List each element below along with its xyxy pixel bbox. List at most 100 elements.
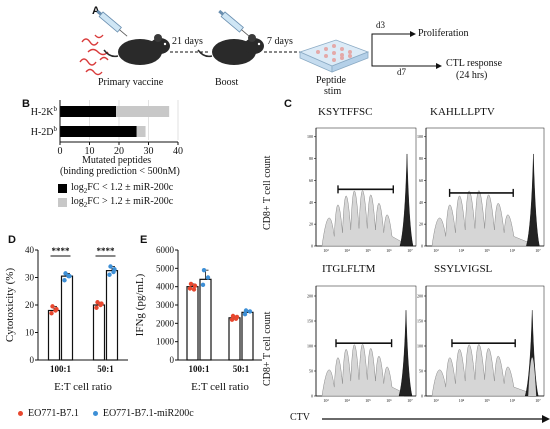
bar [47, 309, 61, 361]
panel-b-legend: log2FC < 1.2 ± miR-200c log2FC > 1.2 ± m… [58, 181, 173, 209]
y-tick-label: 40 [419, 200, 423, 205]
x-tick-label: 10⁶ [386, 398, 392, 403]
mouse-icon [197, 34, 264, 65]
histogram-overlay [528, 357, 537, 396]
panel-a-schematic [79, 9, 442, 76]
data-point [188, 281, 194, 287]
data-point [107, 272, 112, 277]
x-tick-label: 10⁴ [344, 248, 350, 253]
mouse-icon [103, 34, 170, 65]
tumour-cells-icon [79, 34, 109, 76]
data-point [200, 282, 206, 288]
y-tick-label: 20 [25, 300, 35, 310]
bar [92, 304, 106, 361]
y-tick-label: 40 [25, 245, 35, 255]
histogram-unstimulated [526, 153, 540, 247]
y-tick-label: 40 [309, 200, 313, 205]
significance-label: **** [97, 246, 116, 256]
data-point [229, 317, 235, 322]
bar [241, 311, 254, 361]
bar [186, 286, 199, 361]
x-tick-label: 10⁴ [344, 398, 350, 403]
y-tick-label: 0 [30, 355, 35, 365]
bar-segment [60, 106, 117, 117]
x-tick-label: 30 [144, 146, 154, 156]
x-tick-label: 100:1 [189, 364, 210, 374]
y-tick-label: 80 [309, 156, 313, 161]
data-point [111, 269, 116, 275]
interval-label: 21 days [172, 36, 203, 47]
x-tick-label: 10⁵ [484, 398, 490, 403]
data-point [50, 304, 55, 309]
x-tick-label: 10 [85, 146, 95, 156]
x-tick-label: 20 [114, 146, 124, 156]
ifng-chart: 0 1000 2000 3000 4000 5000 6000 100:1 50:1 E:T ce… [134, 245, 262, 393]
histogram-stimulated [321, 344, 405, 397]
y-tick-label: 80 [419, 156, 423, 161]
legend-dot [18, 411, 23, 416]
x-tick-label: 0 [58, 146, 63, 156]
stim-label: Peptide [316, 75, 346, 86]
flow-histograms: 0 20 40 60 80 100 10³ 10⁴ 10⁵ 10⁶ 10⁷ 0 20 40 60 80 100 1… [307, 127, 550, 423]
legend-label: log2FC > 1.2 ± miR-200c [71, 195, 174, 209]
y-tick-label: 3000 [156, 300, 175, 310]
x-axis-label: E:T cell ratio [54, 381, 112, 393]
stim-label: stim [324, 86, 342, 97]
x-tick-label: 10⁵ [365, 248, 371, 253]
y-tick-label: 200 [417, 294, 423, 299]
data-point [243, 308, 249, 313]
histogram-unstimulated [399, 153, 414, 247]
data-point [94, 305, 99, 310]
legend-dot [92, 411, 98, 416]
y-tick-label: 50 [419, 369, 423, 374]
panel-e-letter: E [140, 234, 148, 246]
x-axis-label: E:T cell ratio [191, 381, 249, 393]
y-tick-label: 100 [417, 344, 423, 349]
data-point [62, 278, 67, 283]
y-tick-label: 150 [307, 319, 313, 324]
x-tick-label: 10⁵ [484, 248, 490, 253]
y-tick-label: 150 [417, 319, 423, 324]
y-tick-label: 6000 [156, 245, 175, 255]
y-tick-label: 30 [25, 273, 35, 283]
y-tick-label: 60 [309, 178, 313, 183]
x-tick-label: 10⁶ [510, 248, 516, 253]
bar [199, 278, 212, 361]
peptide-title: ITGLFLTM [322, 263, 376, 275]
peptide-title: SSYLVIGSL [434, 263, 493, 275]
x-tick-label: 10³ [323, 398, 329, 403]
proliferation-label: Proliferation [418, 28, 469, 39]
significance-label: **** [52, 246, 71, 256]
panel-b-letter: B [22, 98, 30, 110]
bar [228, 317, 241, 361]
y-tick-label: 0 [170, 355, 175, 365]
y-axis-label: Cytotoxicity (%) [4, 268, 16, 343]
syringe-icon [218, 9, 250, 37]
cytotoxicity-chart: 0 10 20 30 40 100:1 **** 50:1 **** E:T cell ratio… [4, 245, 128, 393]
bar [105, 270, 119, 361]
x-axis-label: (binding prediction < 500nM) [60, 166, 180, 177]
data-point [205, 275, 211, 280]
x-tick-label: 10⁷ [407, 248, 413, 253]
bar-segment [60, 126, 137, 137]
y-tick-label: 0 [311, 394, 313, 399]
y-tick-label: 20 [419, 222, 423, 227]
day-label: d7 [397, 67, 406, 77]
y-tick-label: 100 [307, 134, 313, 139]
category-label: H-2Kb [31, 105, 58, 118]
bar [60, 275, 74, 361]
data-point [63, 271, 68, 276]
y-tick-label: 100 [417, 134, 423, 139]
x-tick-label: 10⁶ [510, 398, 516, 403]
x-tick-label: 10³ [323, 248, 329, 253]
x-tick-label: 10⁷ [535, 398, 541, 403]
x-tick-label: 50:1 [233, 364, 250, 374]
y-tick-label: 50 [309, 369, 313, 374]
day-label: d3 [376, 20, 385, 30]
x-tick-label: 10⁴ [459, 398, 465, 403]
legend-label: EO771-B7.1 [28, 408, 79, 419]
data-point [49, 311, 54, 316]
x-tick-label: 10³ [433, 248, 439, 253]
legend-swatch [58, 197, 67, 207]
x-tick-label: 10⁷ [535, 248, 541, 253]
